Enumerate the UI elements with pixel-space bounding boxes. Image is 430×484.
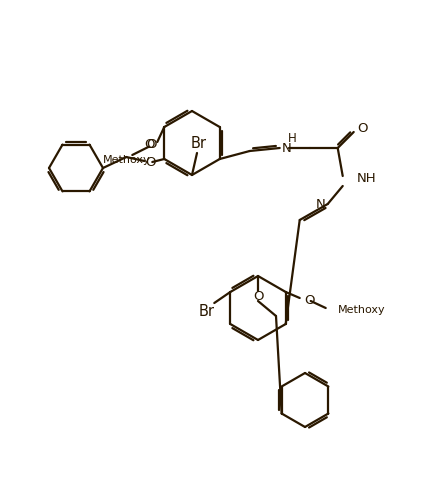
Text: N: N — [316, 198, 326, 212]
Text: O: O — [145, 155, 156, 168]
Text: O: O — [305, 293, 315, 306]
Text: O: O — [358, 122, 368, 136]
Text: Br: Br — [191, 136, 207, 151]
Text: N: N — [282, 142, 292, 155]
Text: H: H — [289, 133, 297, 146]
Text: O: O — [144, 138, 154, 151]
Text: NH: NH — [357, 171, 376, 184]
Text: Methoxy: Methoxy — [338, 305, 385, 315]
Text: Br: Br — [198, 304, 214, 319]
Text: O: O — [253, 289, 263, 302]
Text: Methoxy: Methoxy — [102, 155, 150, 165]
Text: O: O — [146, 137, 157, 151]
